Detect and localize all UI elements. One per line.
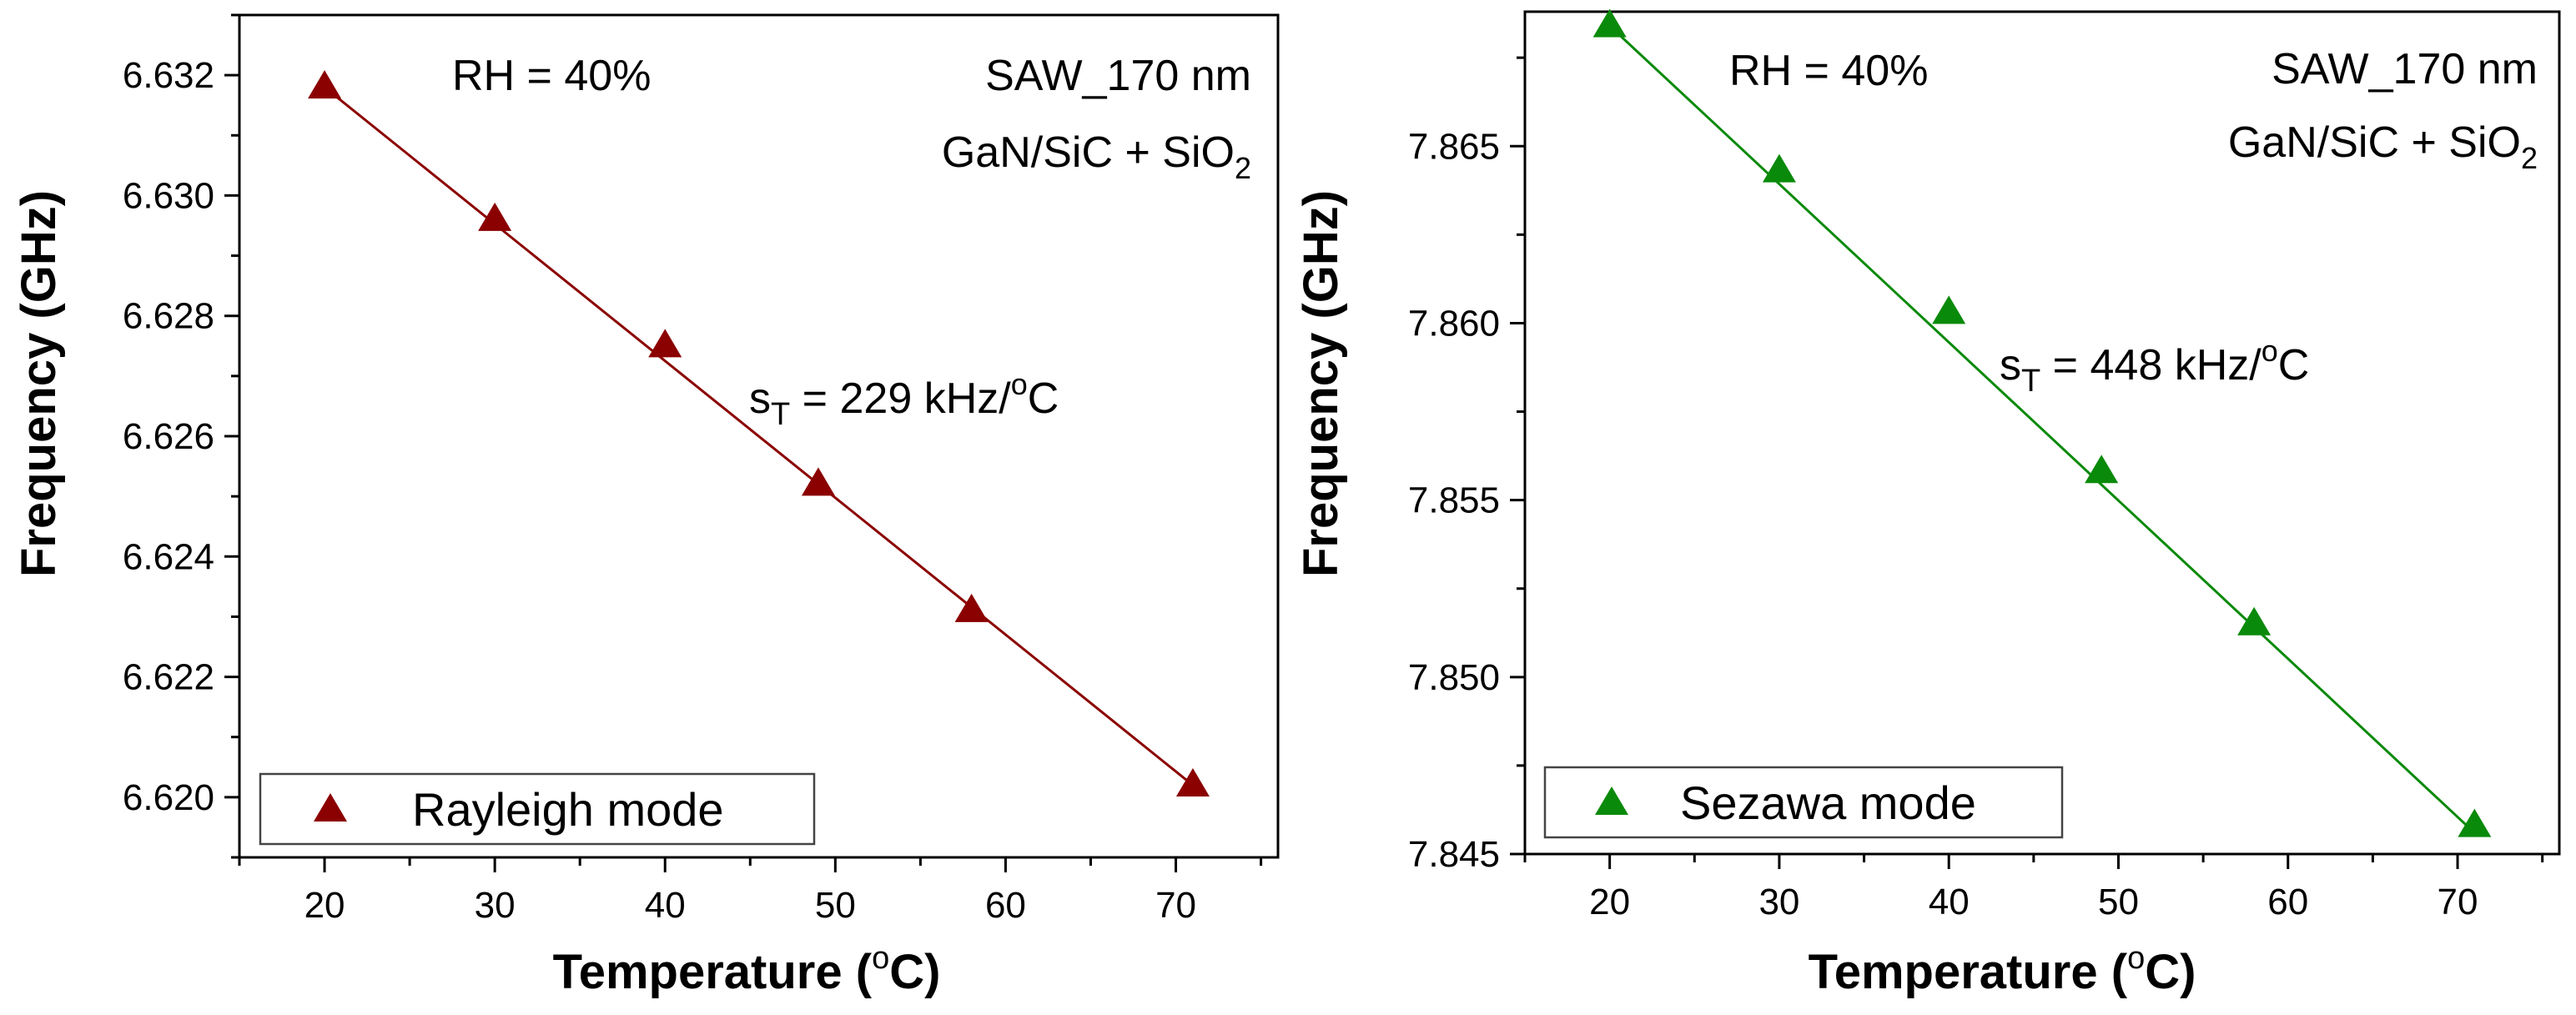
right-y-tick-label: 7.850 xyxy=(1408,657,1500,698)
right-x-tick-label: 30 xyxy=(1758,882,1799,922)
left-data-point xyxy=(1175,768,1210,797)
left-x-tick-label: 40 xyxy=(645,885,686,926)
right-data-point xyxy=(2458,808,2492,837)
left-slope-annotation: sT = 229 kHz/oC xyxy=(749,367,1059,432)
right-x-tick-label: 60 xyxy=(2267,882,2308,922)
left-y-tick-label: 6.632 xyxy=(123,55,214,96)
left-device-line1: SAW_170 nm xyxy=(985,52,1251,100)
right-y-tick-label: 7.865 xyxy=(1408,126,1500,167)
right-x-tick-label: 50 xyxy=(2098,882,2139,922)
right-rh-annotation: RH = 40% xyxy=(1729,47,1928,95)
left-y-tick-label: 6.626 xyxy=(123,416,214,457)
left-legend-box xyxy=(259,772,816,846)
left-x-tick-label: 60 xyxy=(985,885,1026,926)
right-slope-annotation: sT = 448 kHz/oC xyxy=(2000,334,2309,399)
left-y-axis-title: Frequency (GHz) xyxy=(12,190,66,577)
right-legend-label: Sezawa mode xyxy=(1680,776,1976,829)
left-y-tick-label: 6.630 xyxy=(123,175,214,216)
left-y-tick-label: 6.628 xyxy=(123,296,214,337)
left-x-tick-label: 70 xyxy=(1155,885,1196,926)
right-device-line1: SAW_170 nm xyxy=(2272,45,2538,93)
left-plot-area: 20 30 40 50 60 70 6.620 6.622 6.624 6.626 6.628 6.6… xyxy=(123,13,1280,926)
right-y-axis-title: Frequency (GHz) xyxy=(1294,190,1348,577)
right-y-tick-label: 7.845 xyxy=(1408,834,1500,875)
left-rh-annotation: RH = 40% xyxy=(452,52,651,100)
right-data-point xyxy=(2085,455,2119,484)
right-panel: 20 30 40 50 60 70 7.845 7.850 7.855 7.860 7.865 Te… xyxy=(1294,8,2561,999)
right-legend-box xyxy=(1543,766,2064,839)
right-plot-frame xyxy=(1523,10,2561,856)
right-y-tick-label: 7.860 xyxy=(1408,303,1500,344)
left-data-point xyxy=(801,467,835,496)
right-plot-area: 20 30 40 50 60 70 7.845 7.850 7.855 7.860 7.865 xyxy=(1408,8,2561,922)
left-legend-label: Rayleigh mode xyxy=(412,783,724,836)
right-legend-marker xyxy=(1595,786,1628,815)
right-x-tick-label: 20 xyxy=(1589,882,1630,922)
left-data-point xyxy=(648,329,682,358)
left-device-line2: GaN/SiC + SiO2 xyxy=(942,128,1251,185)
right-fit-line xyxy=(1608,24,2476,834)
right-device-line2: GaN/SiC + SiO2 xyxy=(2228,118,2538,175)
right-x-tick-label: 40 xyxy=(1929,882,1970,922)
left-y-tick-label: 6.620 xyxy=(123,777,214,818)
left-data-point xyxy=(954,593,989,622)
left-x-tick-label: 30 xyxy=(475,885,516,926)
left-legend: Rayleigh mode xyxy=(259,772,816,846)
left-y-tick-label: 6.622 xyxy=(123,657,214,698)
right-y-tick-label: 7.855 xyxy=(1408,480,1500,521)
left-y-tick-label: 6.624 xyxy=(123,536,214,577)
right-data-point xyxy=(2237,606,2272,636)
left-legend-marker xyxy=(314,793,347,822)
left-x-tick-label: 20 xyxy=(304,885,345,926)
left-x-axis-title: Temperature (oC) xyxy=(553,941,941,999)
right-data-point xyxy=(1762,153,1796,183)
right-legend: Sezawa mode xyxy=(1543,766,2064,839)
left-data-point xyxy=(478,202,512,231)
left-x-tick-label: 50 xyxy=(815,885,856,926)
right-data-point xyxy=(1592,8,1627,38)
right-x-axis-title: Temperature (oC) xyxy=(1809,941,2196,999)
right-x-tick-label: 70 xyxy=(2438,882,2478,922)
left-fit-line xyxy=(324,86,1194,786)
right-data-point xyxy=(1932,295,1966,324)
left-data-point xyxy=(308,70,342,99)
